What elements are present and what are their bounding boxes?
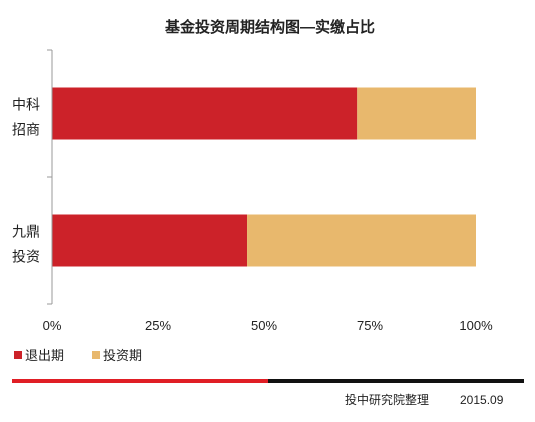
- x-tick-label: 0%: [43, 318, 62, 333]
- source-note: 投中研究院整理: [345, 392, 429, 407]
- bar-segment-退出期-1: [52, 214, 248, 267]
- category-label: 招商: [12, 122, 40, 138]
- legend: 退出期 投资期: [14, 348, 142, 363]
- x-tick-label: 75%: [357, 318, 383, 333]
- legend-label: 退出期: [25, 348, 64, 363]
- x-tick-label: 25%: [145, 318, 171, 333]
- bar-segment-投资期-0: [357, 87, 476, 140]
- category-label: 九鼎: [12, 224, 40, 240]
- legend-swatch: [14, 351, 22, 359]
- bar-segment-退出期-0: [52, 87, 358, 140]
- legend-swatch: [92, 351, 100, 359]
- x-tick-label: 50%: [251, 318, 277, 333]
- chart-title: 基金投资周期结构图—实缴占比: [164, 18, 375, 36]
- legend-label: 投资期: [103, 348, 142, 363]
- footer: 投中研究院整理 2015.09: [12, 379, 524, 407]
- category-label: 投资: [12, 249, 40, 265]
- x-tick-label: 100%: [459, 318, 493, 333]
- source-date: 2015.09: [460, 393, 504, 407]
- bars-group: [52, 87, 476, 267]
- category-label: 中科: [12, 97, 40, 113]
- bar-segment-投资期-1: [247, 214, 476, 267]
